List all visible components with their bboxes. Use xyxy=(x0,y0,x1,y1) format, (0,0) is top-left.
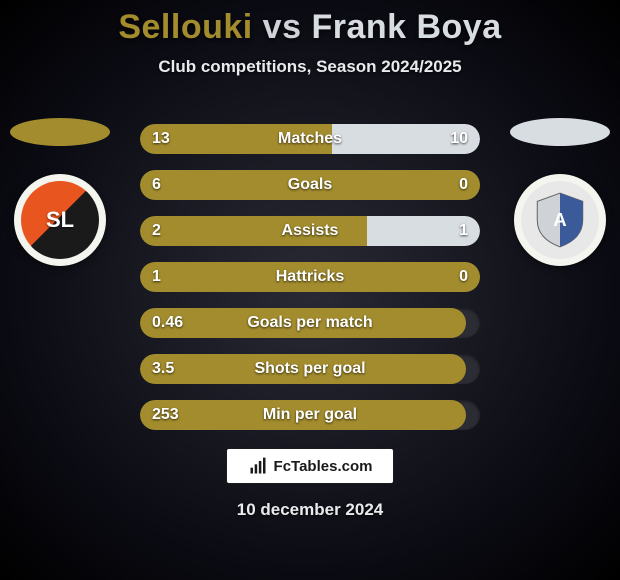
comparison-title: Sellouki vs Frank Boya xyxy=(0,0,620,47)
player1-badge-wrap: SL xyxy=(10,118,110,266)
stat-label: Min per goal xyxy=(140,400,480,430)
stat-bar-row: 253Min per goal xyxy=(140,400,480,430)
player2-badge-wrap: A xyxy=(510,118,610,266)
player1-club-badge: SL xyxy=(14,174,106,266)
stat-bar-row: 60Goals xyxy=(140,170,480,200)
player2-club-badge: A xyxy=(514,174,606,266)
player2-club-logo: A xyxy=(521,181,599,259)
subtitle: Club competitions, Season 2024/2025 xyxy=(0,57,620,77)
stat-label: Goals xyxy=(140,170,480,200)
stat-label: Matches xyxy=(140,124,480,154)
stat-bar-row: 0.46Goals per match xyxy=(140,308,480,338)
stat-bar-row: 21Assists xyxy=(140,216,480,246)
stat-bar-row: 1310Matches xyxy=(140,124,480,154)
player1-color-ellipse xyxy=(10,118,110,146)
vs-text: vs xyxy=(263,8,302,46)
stat-label: Goals per match xyxy=(140,308,480,338)
brand-badge: FcTables.com xyxy=(226,448,394,484)
stat-bar-row: 10Hattricks xyxy=(140,262,480,292)
stat-bar-row: 3.5Shots per goal xyxy=(140,354,480,384)
player1-club-logo: SL xyxy=(21,181,99,259)
player2-color-ellipse xyxy=(510,118,610,146)
chart-icon xyxy=(248,456,268,476)
brand-text: FcTables.com xyxy=(274,458,373,475)
player2-name: Frank Boya xyxy=(311,8,501,46)
stat-label: Hattricks xyxy=(140,262,480,292)
svg-text:A: A xyxy=(553,209,566,230)
stat-label: Shots per goal xyxy=(140,354,480,384)
footer-date: 10 december 2024 xyxy=(0,500,620,520)
player1-name: Sellouki xyxy=(118,8,252,46)
stat-label: Assists xyxy=(140,216,480,246)
stat-bars-container: 1310Matches 60Goals 21Assists 10Hattricks 0.… xyxy=(140,124,480,446)
